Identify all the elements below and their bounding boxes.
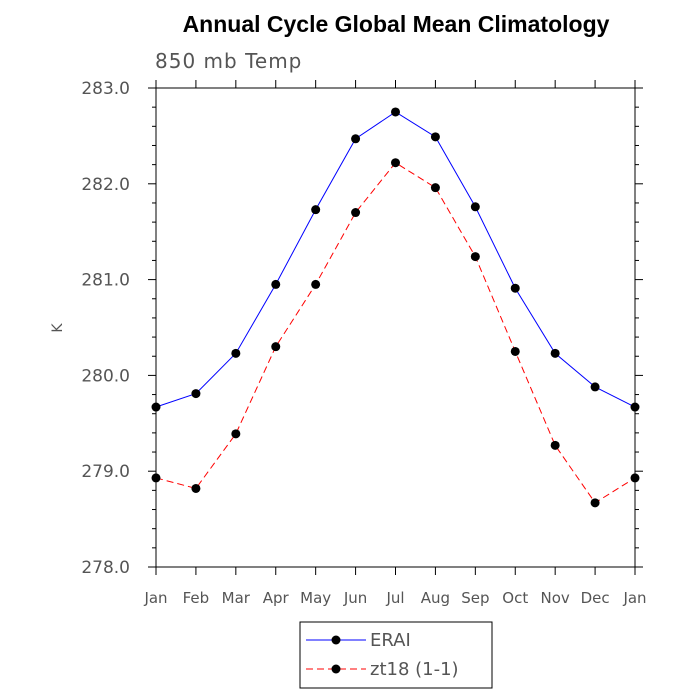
data-point-series-1 — [590, 382, 600, 392]
legend-marker — [331, 664, 341, 674]
legend-label: ERAI — [370, 630, 411, 651]
legend-label: zt18 (1-1) — [370, 659, 459, 680]
legend-box — [299, 621, 493, 689]
y-tick-label: 280.0 — [81, 366, 130, 386]
y-tick-label: 279.0 — [81, 462, 130, 482]
x-tick-label: Oct — [502, 589, 528, 607]
data-point-series-2 — [391, 158, 400, 168]
data-point-series-1 — [550, 348, 560, 358]
data-point-series-1 — [470, 202, 480, 212]
data-point-series-2 — [630, 473, 640, 483]
series-line-2 — [155, 162, 636, 504]
x-tick-label: Mar — [222, 589, 251, 607]
chart-title: Annual Cycle Global Mean Climatology — [183, 11, 610, 37]
x-axis: Jan Feb Mar Apr May Jun Jul Aug Sep Oct Nov Dec Jan — [143, 80, 647, 607]
data-point-series-2 — [430, 183, 440, 193]
y-tick-label: 278.0 — [81, 558, 130, 578]
data-point-series-2 — [351, 208, 361, 218]
data-point-series-1 — [311, 205, 321, 215]
legend-marker — [331, 635, 341, 645]
data-point-series-1 — [191, 389, 201, 399]
data-point-series-1 — [391, 107, 400, 117]
y-tick-label: 283.0 — [81, 79, 130, 99]
data-point-series-2 — [231, 429, 241, 439]
data-point-series-2 — [470, 252, 480, 262]
data-point-series-2 — [271, 342, 281, 352]
y-tick-label: 281.0 — [81, 271, 130, 291]
data-point-series-1 — [231, 348, 241, 358]
x-tick-label: Sep — [461, 589, 489, 607]
data-point-series-1 — [510, 283, 520, 293]
data-point-series-1 — [151, 402, 161, 412]
series-line-1 — [155, 111, 636, 408]
x-tick-label: Jul — [385, 589, 404, 607]
legend: ERAI zt18 (1-1) — [299, 621, 493, 689]
x-tick-label: May — [300, 589, 331, 607]
x-tick-label: Dec — [581, 589, 610, 607]
series-layer — [151, 107, 640, 508]
x-tick-label: Nov — [541, 589, 570, 607]
x-tick-label: Feb — [183, 589, 210, 607]
y-axis-label: K — [50, 323, 66, 333]
data-point-series-2 — [191, 483, 201, 493]
data-point-series-2 — [151, 473, 161, 483]
y-axis: 278.0 279.0 280.0 281.0 282.0 283.0 — [81, 79, 643, 578]
data-point-series-1 — [430, 132, 440, 142]
chart-subtitle: 850 mb Temp — [155, 49, 302, 73]
data-point-series-2 — [311, 279, 321, 289]
data-point-series-1 — [351, 134, 361, 144]
x-tick-label: Jun — [343, 589, 367, 607]
data-point-series-2 — [550, 440, 560, 450]
data-point-series-2 — [510, 346, 520, 356]
data-point-series-1 — [271, 279, 281, 289]
x-tick-label: Aug — [421, 589, 450, 607]
x-tick-label: Jan — [622, 589, 646, 607]
x-tick-label: Apr — [263, 589, 290, 607]
data-point-series-1 — [630, 402, 640, 412]
data-point-series-2 — [590, 498, 600, 508]
y-tick-label: 282.0 — [81, 175, 130, 195]
x-tick-label: Jan — [143, 589, 167, 607]
